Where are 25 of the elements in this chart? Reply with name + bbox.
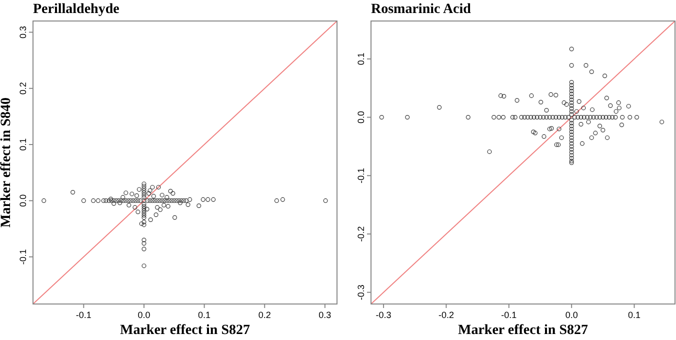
y-tick-label: -0.1 — [356, 168, 366, 184]
chart-title: Rosmarinic Acid — [371, 2, 472, 17]
y-tick-label: 0.3 — [18, 26, 28, 38]
x-tick-label: -0.1 — [501, 310, 517, 320]
y-tick-label: 0.2 — [18, 82, 28, 95]
x-axis-title: Marker effect in S827 — [458, 323, 588, 338]
y-axis-title: Marker effect in S840 — [0, 98, 14, 228]
x-axis-title: Marker effect in S827 — [120, 323, 250, 338]
x-tick-label: 0.0 — [138, 310, 150, 320]
x-tick-label: -0.1 — [76, 310, 92, 320]
x-tick-label: 0.1 — [198, 310, 211, 320]
y-tick-label: 0.1 — [356, 52, 366, 66]
x-tick-label: -0.2 — [438, 310, 454, 320]
x-tick-label: 0.2 — [258, 310, 271, 320]
y-tick-label: -0.2 — [356, 226, 366, 242]
y-tick-label: -0.3 — [356, 284, 366, 300]
x-tick-label: 0.3 — [318, 310, 332, 320]
chart-title: Perillaldehyde — [33, 2, 120, 17]
y-tick-label: 0.0 — [18, 194, 28, 207]
x-tick-label: 0.0 — [565, 310, 578, 320]
x-tick-label: -0.3 — [376, 310, 392, 320]
y-tick-label: 0.1 — [18, 138, 28, 151]
y-tick-label: -0.1 — [18, 249, 28, 265]
x-tick-label: 0.1 — [628, 310, 641, 320]
y-tick-label: 0.0 — [356, 111, 366, 124]
